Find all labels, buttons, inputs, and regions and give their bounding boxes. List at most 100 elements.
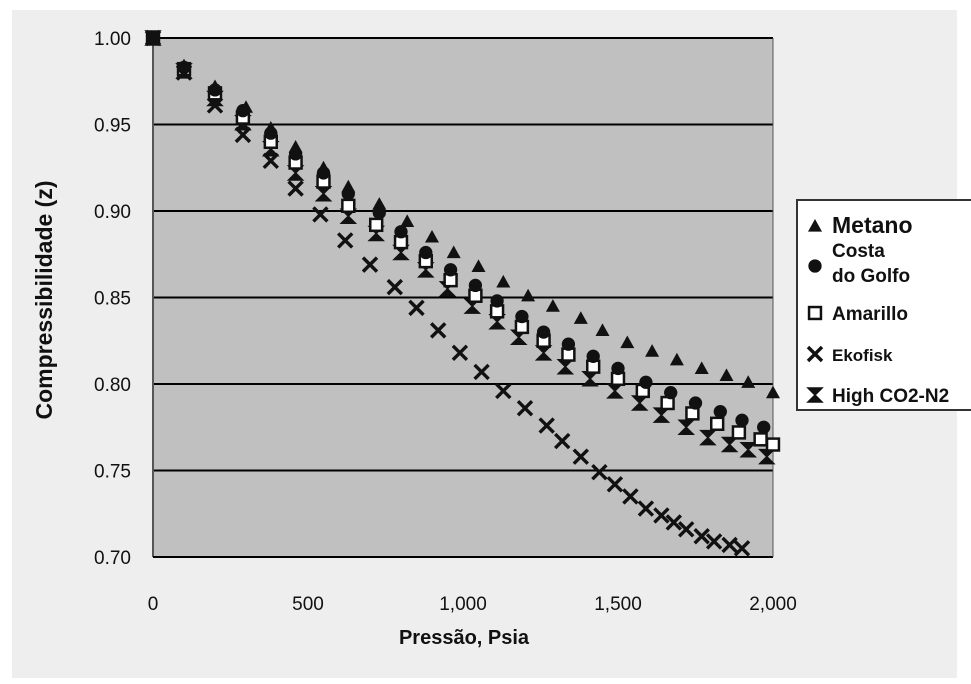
data-point (394, 225, 408, 239)
data-point (721, 536, 738, 554)
data-point (611, 361, 625, 376)
data-point (372, 197, 387, 210)
data-point (515, 309, 529, 324)
data-point (468, 278, 483, 293)
data-point (490, 294, 504, 308)
data-point (622, 488, 639, 505)
y-tick-label: 0.70 (94, 548, 131, 569)
legend: Metano Costa do Golfo Amarillo Ekofisk High C… (796, 199, 971, 411)
x-tick-label: 500 (292, 594, 324, 615)
legend-item: Costa do Golfo (808, 241, 910, 287)
data-point (263, 120, 278, 134)
data-point (400, 214, 415, 227)
y-tick-label: 0.85 (94, 289, 131, 310)
data-point (620, 335, 635, 349)
data-point (419, 245, 433, 260)
y-tick-label: 0.75 (94, 462, 131, 483)
data-point (553, 432, 571, 450)
x-tick-label: 2,000 (749, 594, 797, 615)
data-point (595, 323, 610, 336)
data-point (408, 299, 425, 317)
legend-item: Amarillo (807, 304, 908, 325)
legend-item: Metano (808, 212, 913, 238)
y-tick-label: 0.80 (94, 375, 131, 396)
data-point (586, 349, 600, 363)
data-point (664, 386, 678, 400)
data-point (735, 413, 749, 427)
tick-labels: 0.70 0.75 0.80 0.85 0.90 0.95 1.00 0 500 1,000 1,5… (94, 29, 797, 615)
data-point (496, 274, 511, 288)
data-point (386, 278, 404, 296)
data-points (144, 29, 781, 557)
data-point (677, 521, 695, 538)
data-point (208, 79, 222, 93)
data-point (361, 256, 379, 273)
data-point (451, 344, 469, 362)
data-point (312, 206, 329, 223)
data-point (262, 152, 280, 170)
x-tick-label: 1,000 (439, 594, 487, 615)
legend-label: Metano (832, 212, 913, 238)
data-point (653, 507, 670, 524)
data-point (239, 100, 253, 113)
data-point (639, 375, 653, 389)
data-point (688, 396, 703, 410)
data-point (446, 245, 461, 259)
data-point (713, 405, 727, 419)
data-point (606, 476, 624, 493)
legend-label: Ekofisk (832, 346, 893, 365)
legend-label: High CO2-N2 (832, 386, 949, 407)
data-point (429, 322, 447, 339)
data-point (316, 160, 331, 174)
data-point (669, 352, 684, 366)
axes (152, 38, 774, 558)
data-point (471, 259, 486, 272)
data-point (341, 179, 356, 193)
data-point (206, 97, 224, 114)
legend-box (796, 199, 971, 411)
legend-label: do Golfo (832, 266, 910, 287)
legend-marker (806, 345, 824, 363)
data-point (710, 416, 725, 431)
data-point (495, 382, 512, 400)
data-point (425, 229, 439, 243)
data-point (521, 288, 536, 302)
data-point (766, 385, 780, 399)
legend-label: Amarillo (832, 304, 908, 325)
legend-item: High CO2-N2 (806, 386, 949, 407)
x-tick-label: 0 (148, 594, 159, 615)
data-point (645, 344, 660, 357)
data-point (572, 448, 590, 465)
data-point (538, 417, 555, 434)
data-point (733, 540, 751, 557)
data-point (591, 464, 608, 481)
series-metano (146, 31, 780, 399)
data-point (473, 363, 490, 381)
data-point (741, 375, 756, 388)
legend-marker (807, 305, 823, 321)
legend-marker (808, 259, 822, 273)
data-point (516, 400, 534, 417)
legend-marker (808, 219, 822, 232)
x-tick-label: 1,500 (594, 594, 642, 615)
data-point (234, 126, 252, 144)
series-ekofisk (144, 29, 751, 557)
data-point (694, 361, 709, 375)
data-point (288, 139, 303, 153)
data-point (341, 198, 356, 214)
data-point (287, 180, 304, 197)
data-point (665, 514, 683, 531)
legend-marker (806, 387, 824, 403)
data-point (175, 64, 193, 81)
y-tick-label: 0.90 (94, 202, 131, 223)
x-axis-title: Pressão, Psia (399, 627, 530, 649)
data-point (573, 311, 588, 324)
y-axis-title: Compressibilidade (z) (31, 181, 57, 420)
data-point (561, 337, 576, 351)
y-tick-label: 0.95 (94, 116, 131, 137)
data-point (719, 368, 734, 381)
data-point (693, 528, 710, 545)
y-tick-label: 1.00 (94, 29, 131, 50)
data-point (757, 420, 771, 434)
